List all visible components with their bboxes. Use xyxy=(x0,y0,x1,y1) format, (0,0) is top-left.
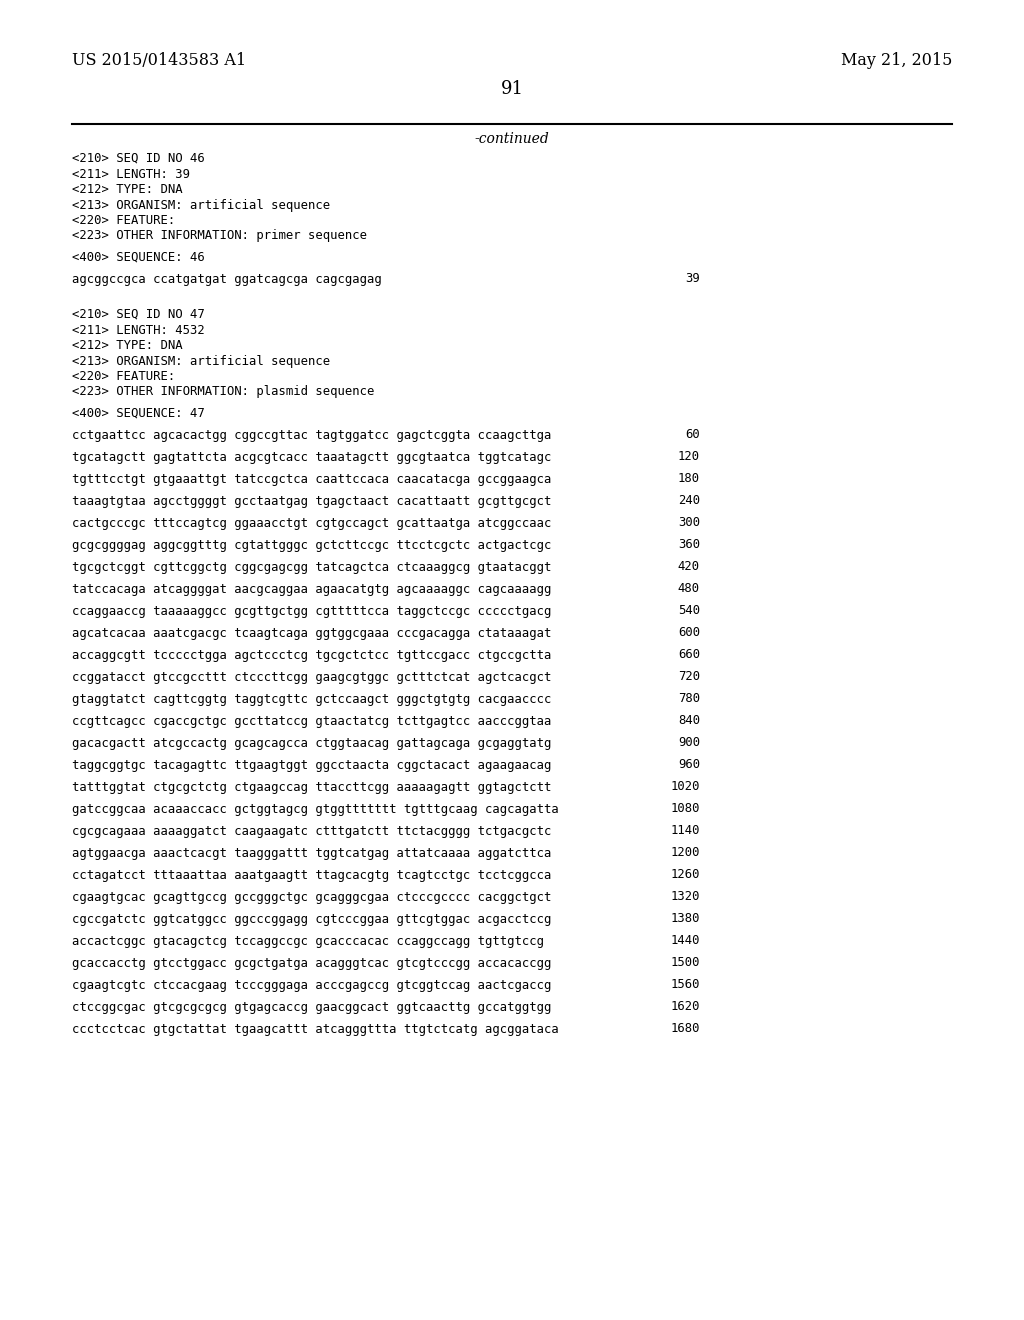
Text: <210> SEQ ID NO 47: <210> SEQ ID NO 47 xyxy=(72,308,205,321)
Text: ccgttcagcc cgaccgctgc gccttatccg gtaactatcg tcttgagtcc aacccggtaa: ccgttcagcc cgaccgctgc gccttatccg gtaacta… xyxy=(72,714,551,727)
Text: <213> ORGANISM: artificial sequence: <213> ORGANISM: artificial sequence xyxy=(72,355,330,367)
Text: gacacgactt atcgccactg gcagcagcca ctggtaacag gattagcaga gcgaggtatg: gacacgactt atcgccactg gcagcagcca ctggtaa… xyxy=(72,737,551,750)
Text: US 2015/0143583 A1: US 2015/0143583 A1 xyxy=(72,51,246,69)
Text: 240: 240 xyxy=(678,495,700,507)
Text: 360: 360 xyxy=(678,539,700,552)
Text: agtggaacga aaactcacgt taagggattt tggtcatgag attatcaaaa aggatcttca: agtggaacga aaactcacgt taagggattt tggtcat… xyxy=(72,846,551,859)
Text: -continued: -continued xyxy=(475,132,549,147)
Text: 1560: 1560 xyxy=(671,978,700,991)
Text: 60: 60 xyxy=(685,429,700,441)
Text: cgccgatctc ggtcatggcc ggcccggagg cgtcccggaa gttcgtggac acgacctccg: cgccgatctc ggtcatggcc ggcccggagg cgtcccg… xyxy=(72,912,551,925)
Text: 300: 300 xyxy=(678,516,700,529)
Text: 1080: 1080 xyxy=(671,803,700,816)
Text: cgcgcagaaa aaaaggatct caagaagatc ctttgatctt ttctacgggg tctgacgctc: cgcgcagaaa aaaaggatct caagaagatc ctttgat… xyxy=(72,825,551,837)
Text: 1260: 1260 xyxy=(671,869,700,882)
Text: <400> SEQUENCE: 46: <400> SEQUENCE: 46 xyxy=(72,251,205,264)
Text: tatttggtat ctgcgctctg ctgaagccag ttaccttcgg aaaaagagtt ggtagctctt: tatttggtat ctgcgctctg ctgaagccag ttacctt… xyxy=(72,780,551,793)
Text: taaagtgtaa agcctggggt gcctaatgag tgagctaact cacattaatt gcgttgcgct: taaagtgtaa agcctggggt gcctaatgag tgagcta… xyxy=(72,495,551,507)
Text: cgaagtgcac gcagttgccg gccgggctgc gcagggcgaa ctcccgcccc cacggctgct: cgaagtgcac gcagttgccg gccgggctgc gcagggc… xyxy=(72,891,551,903)
Text: gcaccacctg gtcctggacc gcgctgatga acagggtcac gtcgtcccgg accacaccgg: gcaccacctg gtcctggacc gcgctgatga acagggt… xyxy=(72,957,551,969)
Text: 1680: 1680 xyxy=(671,1023,700,1035)
Text: 420: 420 xyxy=(678,561,700,573)
Text: 1620: 1620 xyxy=(671,1001,700,1014)
Text: 480: 480 xyxy=(678,582,700,595)
Text: <220> FEATURE:: <220> FEATURE: xyxy=(72,370,175,383)
Text: <223> OTHER INFORMATION: primer sequence: <223> OTHER INFORMATION: primer sequence xyxy=(72,230,367,243)
Text: 1380: 1380 xyxy=(671,912,700,925)
Text: 780: 780 xyxy=(678,693,700,705)
Text: 120: 120 xyxy=(678,450,700,463)
Text: accaggcgtt tccccctgga agctccctcg tgcgctctcc tgttccgacc ctgccgctta: accaggcgtt tccccctgga agctccctcg tgcgctc… xyxy=(72,648,551,661)
Text: gcgcggggag aggcggtttg cgtattgggc gctcttccgc ttcctcgctc actgactcgc: gcgcggggag aggcggtttg cgtattgggc gctcttc… xyxy=(72,539,551,552)
Text: 1020: 1020 xyxy=(671,780,700,793)
Text: tatccacaga atcaggggat aacgcaggaa agaacatgtg agcaaaaggc cagcaaaagg: tatccacaga atcaggggat aacgcaggaa agaacat… xyxy=(72,582,551,595)
Text: 1500: 1500 xyxy=(671,957,700,969)
Text: gatccggcaa acaaaccacc gctggtagcg gtggttttttt tgtttgcaag cagcagatta: gatccggcaa acaaaccacc gctggtagcg gtggttt… xyxy=(72,803,559,816)
Text: 720: 720 xyxy=(678,671,700,684)
Text: agcggccgca ccatgatgat ggatcagcga cagcgagag: agcggccgca ccatgatgat ggatcagcga cagcgag… xyxy=(72,272,382,285)
Text: tgcatagctt gagtattcta acgcgtcacc taaatagctt ggcgtaatca tggtcatagc: tgcatagctt gagtattcta acgcgtcacc taaatag… xyxy=(72,450,551,463)
Text: <223> OTHER INFORMATION: plasmid sequence: <223> OTHER INFORMATION: plasmid sequenc… xyxy=(72,385,375,399)
Text: 900: 900 xyxy=(678,737,700,750)
Text: cctgaattcc agcacactgg cggccgttac tagtggatcc gagctcggta ccaagcttga: cctgaattcc agcacactgg cggccgttac tagtgga… xyxy=(72,429,551,441)
Text: <210> SEQ ID NO 46: <210> SEQ ID NO 46 xyxy=(72,152,205,165)
Text: ccggatacct gtccgccttt ctcccttcgg gaagcgtggc gctttctcat agctcacgct: ccggatacct gtccgccttt ctcccttcgg gaagcgt… xyxy=(72,671,551,684)
Text: 660: 660 xyxy=(678,648,700,661)
Text: <211> LENGTH: 39: <211> LENGTH: 39 xyxy=(72,168,190,181)
Text: 1200: 1200 xyxy=(671,846,700,859)
Text: ccctcctcac gtgctattat tgaagcattt atcagggttta ttgtctcatg agcggataca: ccctcctcac gtgctattat tgaagcattt atcaggg… xyxy=(72,1023,559,1035)
Text: 1320: 1320 xyxy=(671,891,700,903)
Text: 180: 180 xyxy=(678,473,700,486)
Text: <211> LENGTH: 4532: <211> LENGTH: 4532 xyxy=(72,323,205,337)
Text: ctccggcgac gtcgcgcgcg gtgagcaccg gaacggcact ggtcaacttg gccatggtgg: ctccggcgac gtcgcgcgcg gtgagcaccg gaacggc… xyxy=(72,1001,551,1014)
Text: cctagatcct tttaaattaa aaatgaagtt ttagcacgtg tcagtcctgc tcctcggcca: cctagatcct tttaaattaa aaatgaagtt ttagcac… xyxy=(72,869,551,882)
Text: <212> TYPE: DNA: <212> TYPE: DNA xyxy=(72,183,182,195)
Text: gtaggtatct cagttcggtg taggtcgttc gctccaagct gggctgtgtg cacgaacccc: gtaggtatct cagttcggtg taggtcgttc gctccaa… xyxy=(72,693,551,705)
Text: <213> ORGANISM: artificial sequence: <213> ORGANISM: artificial sequence xyxy=(72,198,330,211)
Text: May 21, 2015: May 21, 2015 xyxy=(841,51,952,69)
Text: cgaagtcgtc ctccacgaag tcccgggaga acccgagccg gtcggtccag aactcgaccg: cgaagtcgtc ctccacgaag tcccgggaga acccgag… xyxy=(72,978,551,991)
Text: 39: 39 xyxy=(685,272,700,285)
Text: accactcggc gtacagctcg tccaggccgc gcacccacac ccaggccagg tgttgtccg: accactcggc gtacagctcg tccaggccgc gcaccca… xyxy=(72,935,544,948)
Text: 960: 960 xyxy=(678,759,700,771)
Text: 1440: 1440 xyxy=(671,935,700,948)
Text: <400> SEQUENCE: 47: <400> SEQUENCE: 47 xyxy=(72,407,205,420)
Text: 540: 540 xyxy=(678,605,700,618)
Text: tgcgctcggt cgttcggctg cggcgagcgg tatcagctca ctcaaaggcg gtaatacggt: tgcgctcggt cgttcggctg cggcgagcgg tatcagc… xyxy=(72,561,551,573)
Text: 91: 91 xyxy=(501,81,523,98)
Text: taggcggtgc tacagagttc ttgaagtggt ggcctaacta cggctacact agaagaacag: taggcggtgc tacagagttc ttgaagtggt ggcctaa… xyxy=(72,759,551,771)
Text: cactgcccgc tttccagtcg ggaaacctgt cgtgccagct gcattaatga atcggccaac: cactgcccgc tttccagtcg ggaaacctgt cgtgcca… xyxy=(72,516,551,529)
Text: tgtttcctgt gtgaaattgt tatccgctca caattccaca caacatacga gccggaagca: tgtttcctgt gtgaaattgt tatccgctca caattcc… xyxy=(72,473,551,486)
Text: agcatcacaa aaatcgacgc tcaagtcaga ggtggcgaaa cccgacagga ctataaagat: agcatcacaa aaatcgacgc tcaagtcaga ggtggcg… xyxy=(72,627,551,639)
Text: <212> TYPE: DNA: <212> TYPE: DNA xyxy=(72,339,182,352)
Text: <220> FEATURE:: <220> FEATURE: xyxy=(72,214,175,227)
Text: 840: 840 xyxy=(678,714,700,727)
Text: ccaggaaccg taaaaaggcc gcgttgctgg cgtttttcca taggctccgc ccccctgacg: ccaggaaccg taaaaaggcc gcgttgctgg cgttttt… xyxy=(72,605,551,618)
Text: 600: 600 xyxy=(678,627,700,639)
Text: 1140: 1140 xyxy=(671,825,700,837)
